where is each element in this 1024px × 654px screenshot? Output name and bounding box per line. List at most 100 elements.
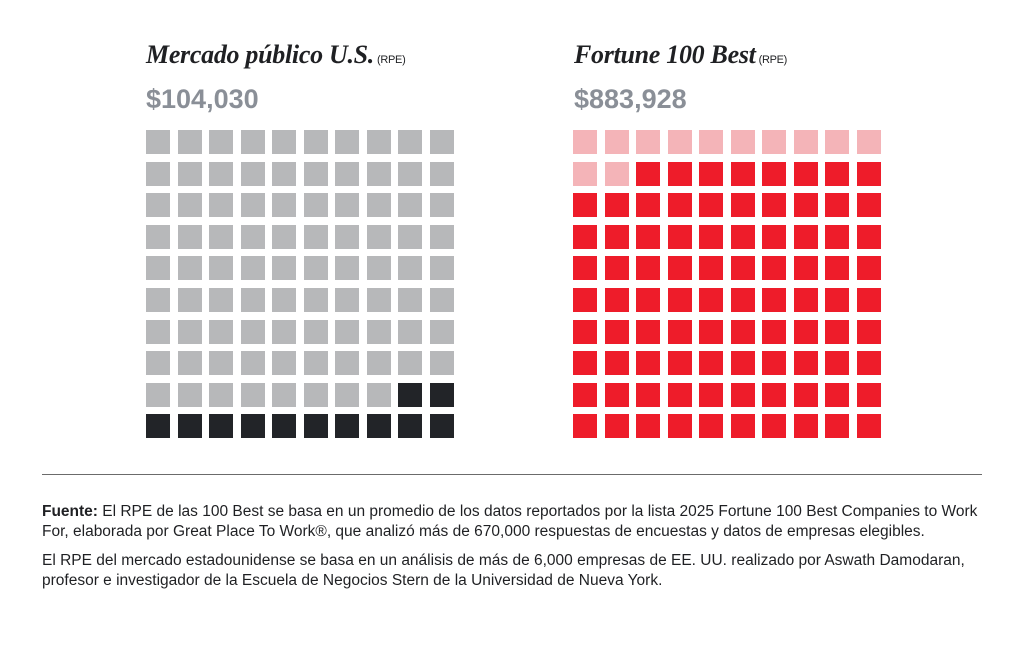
waffle-square-filled — [856, 224, 881, 249]
waffle-square-empty — [398, 256, 422, 281]
panel-us-market: Mercado público U.S. (RPE) $104,030 — [146, 40, 406, 115]
waffle-square-filled — [667, 287, 692, 312]
waffle-square-filled — [604, 193, 629, 218]
waffle-square-filled — [699, 414, 723, 439]
waffle-square-filled — [604, 414, 629, 439]
waffle-square-empty — [366, 130, 391, 154]
waffle-square-filled — [667, 351, 692, 376]
waffle-square-filled — [573, 351, 597, 376]
waffle-square-filled — [429, 414, 454, 439]
waffle-square-filled — [429, 382, 454, 407]
waffle-square-empty — [366, 224, 391, 249]
waffle-square-filled — [825, 224, 849, 249]
waffle-square-empty — [398, 130, 422, 154]
waffle-square-empty — [366, 319, 391, 344]
waffle-square-empty — [699, 130, 723, 154]
waffle-square-filled — [398, 382, 422, 407]
waffle-square-filled — [636, 319, 660, 344]
waffle-square-empty — [604, 130, 629, 154]
waffle-square-empty — [209, 382, 233, 407]
panel-unit: (RPE) — [377, 54, 406, 66]
waffle-square-empty — [272, 193, 296, 218]
waffle-square-empty — [272, 256, 296, 281]
waffle-square-empty — [146, 256, 170, 281]
waffle-square-filled — [636, 351, 660, 376]
waffle-square-empty — [335, 193, 359, 218]
waffle-square-filled — [762, 256, 786, 281]
waffle-square-empty — [366, 256, 391, 281]
waffle-square-filled — [636, 193, 660, 218]
waffle-square-empty — [303, 224, 328, 249]
waffle-square-empty — [240, 193, 265, 218]
waffle-square-filled — [398, 414, 422, 439]
waffle-square-filled — [699, 193, 723, 218]
waffle-square-filled — [667, 224, 692, 249]
waffle-square-empty — [335, 351, 359, 376]
source-label: Fuente: — [42, 503, 98, 520]
source-note: El RPE del mercado estadounidense se bas… — [42, 551, 992, 591]
waffle-square-filled — [762, 161, 786, 186]
waffle-square-empty — [303, 287, 328, 312]
waffle-square-empty — [272, 382, 296, 407]
waffle-square-filled — [699, 319, 723, 344]
waffle-grid-us-market — [146, 130, 454, 439]
waffle-square-empty — [335, 256, 359, 281]
waffle-square-empty — [429, 256, 454, 281]
waffle-square-empty — [209, 224, 233, 249]
waffle-square-empty — [240, 319, 265, 344]
waffle-square-filled — [573, 319, 597, 344]
waffle-square-filled — [573, 382, 597, 407]
waffle-square-filled — [856, 161, 881, 186]
waffle-square-empty — [762, 130, 786, 154]
waffle-grid-fortune-100 — [573, 130, 881, 439]
waffle-square-filled — [730, 224, 755, 249]
waffle-square-filled — [209, 414, 233, 439]
waffle-square-empty — [429, 351, 454, 376]
waffle-square-filled — [699, 224, 723, 249]
waffle-square-filled — [793, 287, 818, 312]
waffle-square-filled — [699, 161, 723, 186]
waffle-square-empty — [177, 287, 202, 312]
waffle-square-empty — [272, 130, 296, 154]
waffle-square-empty — [177, 130, 202, 154]
waffle-square-empty — [177, 351, 202, 376]
waffle-square-empty — [667, 130, 692, 154]
waffle-square-filled — [856, 351, 881, 376]
waffle-square-empty — [366, 382, 391, 407]
waffle-square-empty — [335, 382, 359, 407]
waffle-square-filled — [699, 287, 723, 312]
waffle-square-filled — [793, 382, 818, 407]
source-text: El RPE del mercado estadounidense se bas… — [42, 552, 965, 589]
waffle-square-filled — [366, 414, 391, 439]
waffle-square-empty — [303, 193, 328, 218]
waffle-square-empty — [146, 224, 170, 249]
waffle-square-empty — [429, 130, 454, 154]
panel-title-text: Fortune 100 Best — [574, 40, 756, 69]
waffle-square-filled — [573, 414, 597, 439]
waffle-square-filled — [146, 414, 170, 439]
waffle-square-filled — [335, 414, 359, 439]
waffle-square-empty — [398, 193, 422, 218]
waffle-square-filled — [730, 319, 755, 344]
waffle-square-filled — [762, 319, 786, 344]
waffle-square-filled — [177, 414, 202, 439]
waffle-square-empty — [240, 224, 265, 249]
waffle-square-empty — [429, 224, 454, 249]
waffle-square-empty — [272, 224, 296, 249]
waffle-square-empty — [240, 161, 265, 186]
waffle-square-empty — [272, 319, 296, 344]
waffle-square-filled — [730, 382, 755, 407]
waffle-square-filled — [825, 193, 849, 218]
waffle-square-filled — [667, 414, 692, 439]
waffle-square-empty — [209, 287, 233, 312]
waffle-square-filled — [825, 351, 849, 376]
waffle-square-empty — [335, 130, 359, 154]
waffle-square-empty — [604, 161, 629, 186]
waffle-square-filled — [730, 256, 755, 281]
waffle-square-filled — [730, 193, 755, 218]
waffle-square-filled — [573, 224, 597, 249]
waffle-square-filled — [762, 193, 786, 218]
waffle-square-empty — [177, 256, 202, 281]
waffle-square-filled — [604, 382, 629, 407]
waffle-square-empty — [398, 319, 422, 344]
